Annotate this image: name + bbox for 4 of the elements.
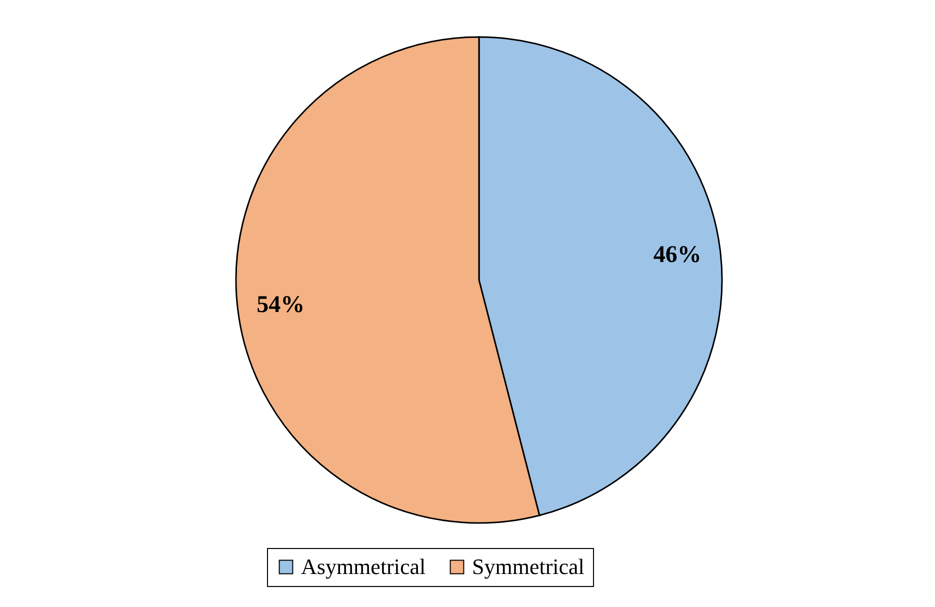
legend-label: Symmetrical [472,554,584,579]
legend-label: Asymmetrical [301,554,426,579]
data-label: 54% [256,292,305,318]
data-label: 46% [653,242,702,268]
